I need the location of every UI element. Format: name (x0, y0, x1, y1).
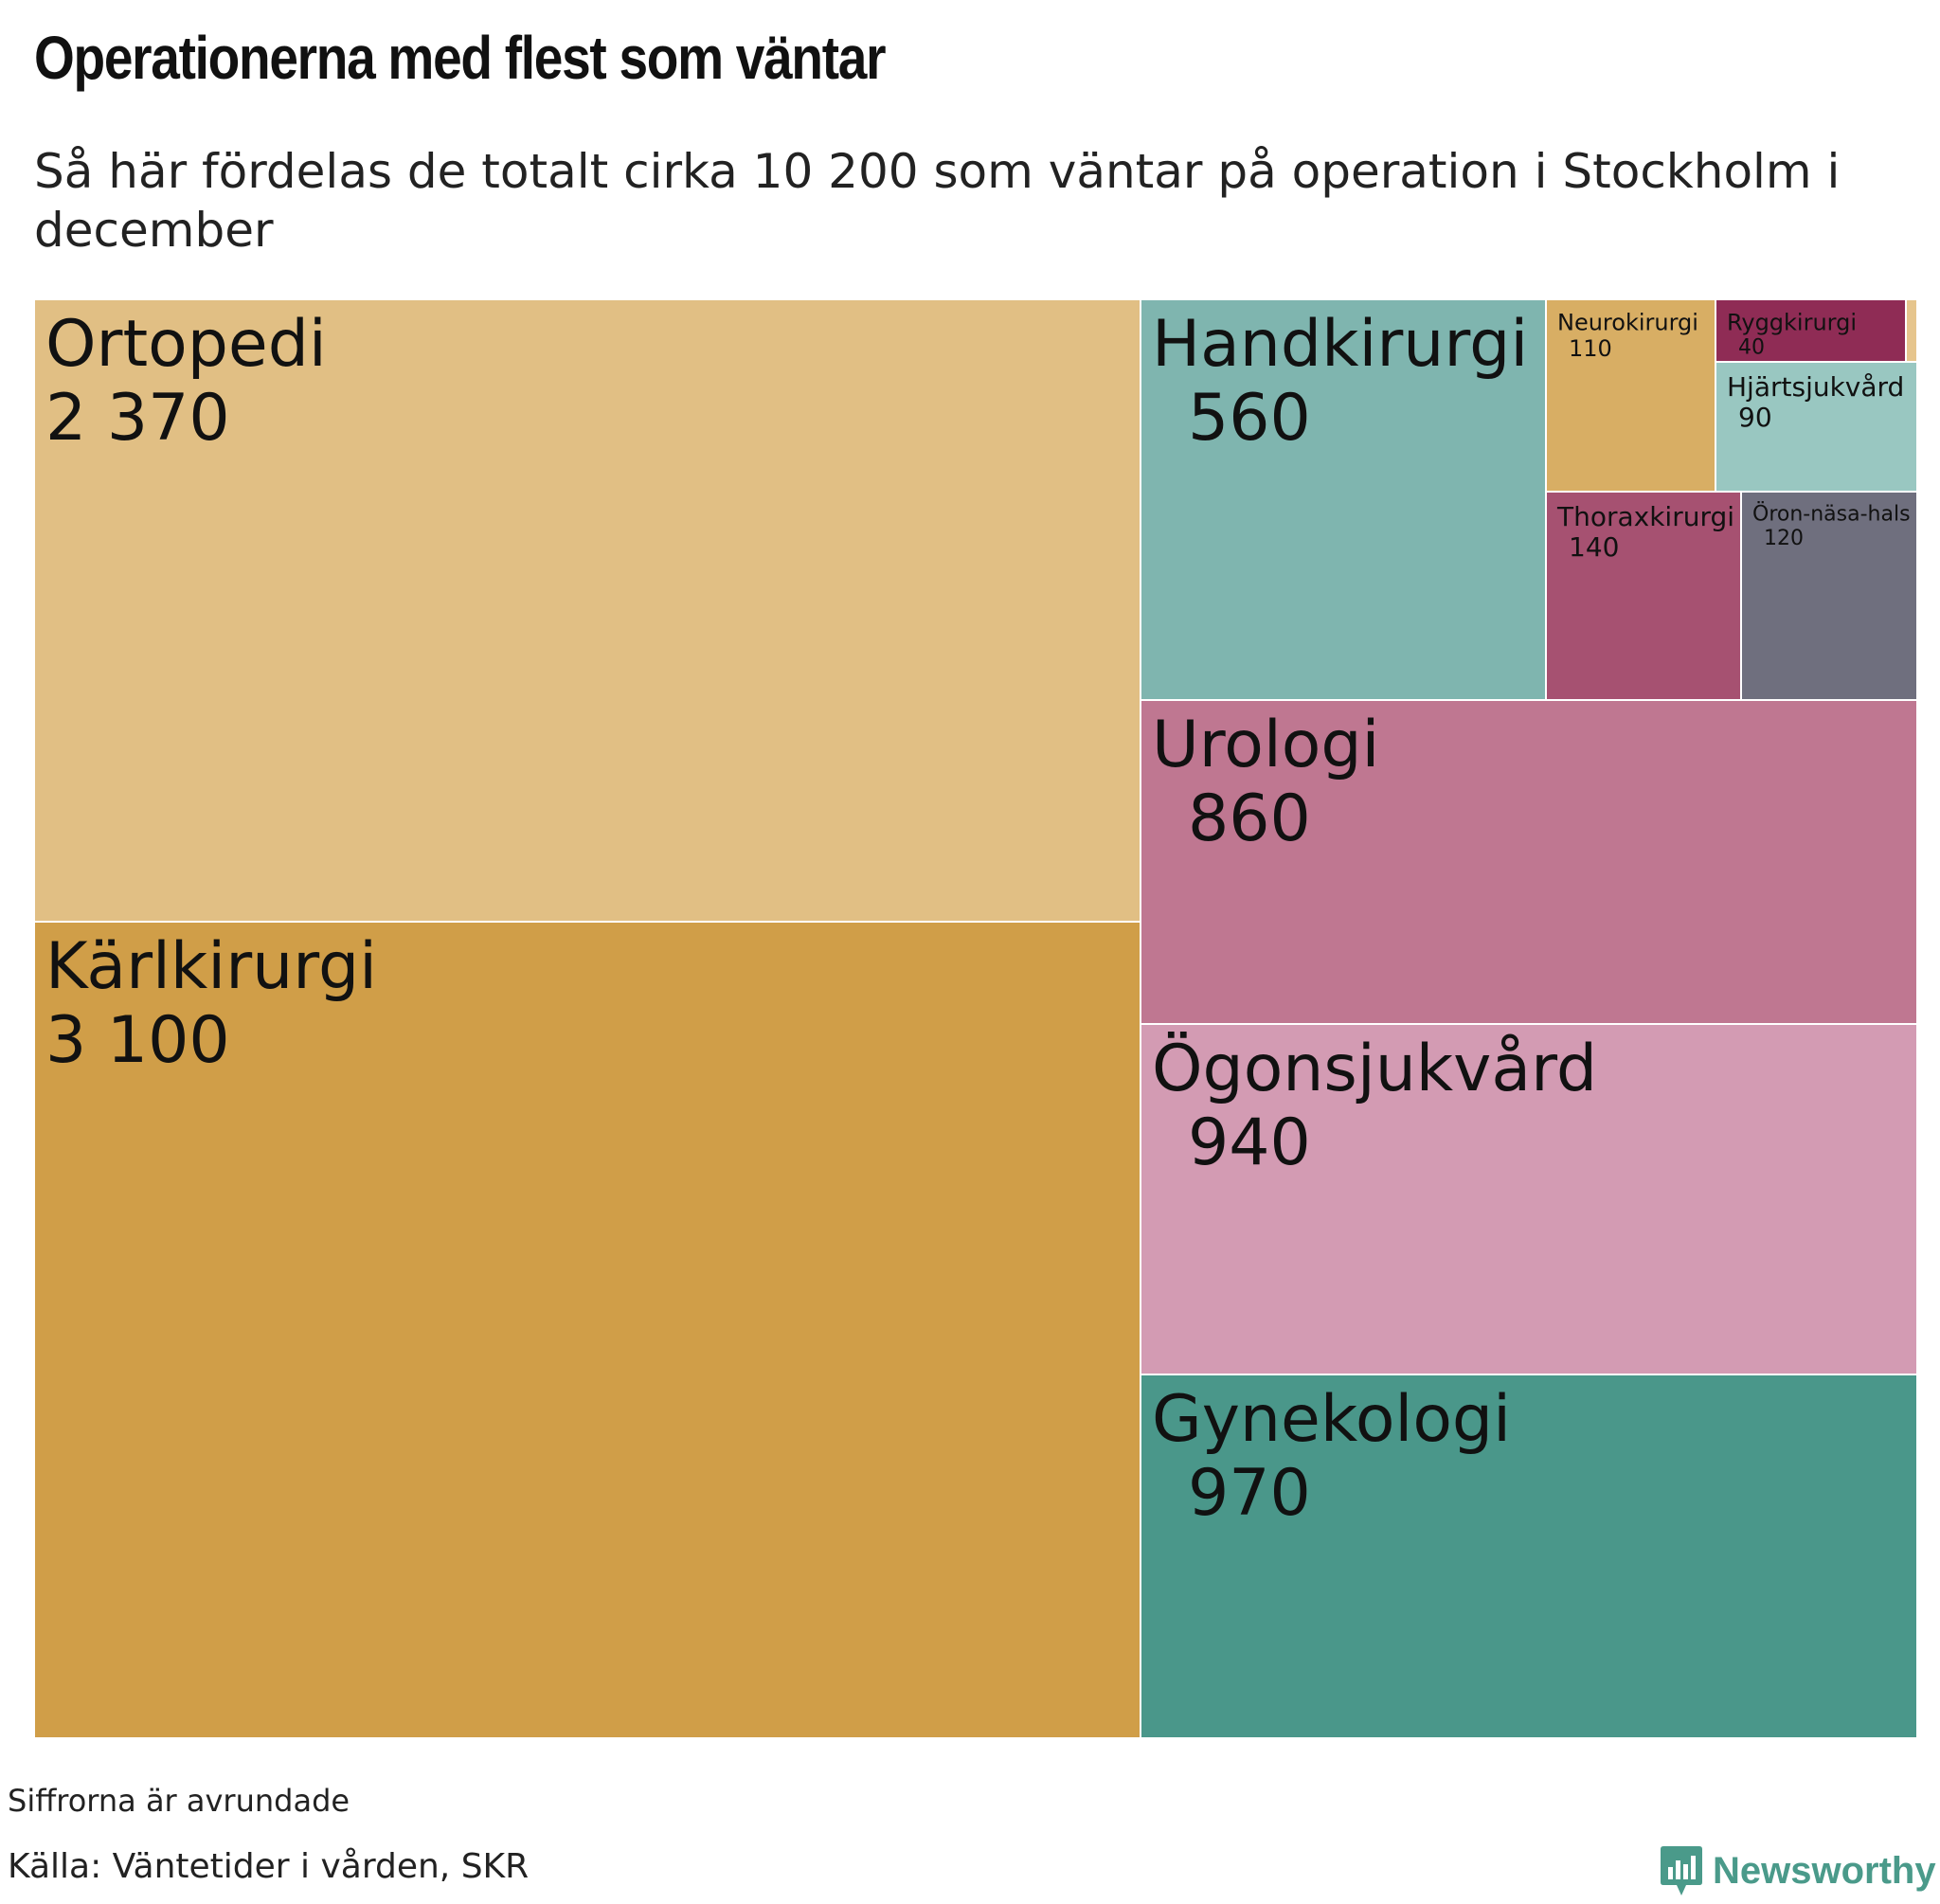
tile-value-handkirurgi: 560 (1188, 381, 1311, 456)
tile-oron-nasa-hals (1740, 491, 1918, 701)
tile-value-neurokirurgi: 110 (1569, 335, 1612, 362)
tile-karlkirurgi (33, 921, 1141, 1739)
tile-value-ryggkirurgi: 40 (1738, 336, 1765, 360)
tile-ogonsjukvard (1140, 1023, 1918, 1375)
tile-label-ogonsjukvard: Ögonsjukvård (1152, 1032, 1597, 1106)
tile-label-ortopedi: Ortopedi (45, 307, 327, 382)
tile-label-karlkirurgi: Kärlkirurgi (45, 929, 377, 1004)
tile-label-hjartsjukvard: Hjärtsjukvård (1727, 371, 1904, 403)
tile-value-hjartsjukvard: 90 (1738, 402, 1772, 433)
tile-gynekologi (1140, 1374, 1918, 1739)
rounding-note: Siffrorna är avrundade (8, 1783, 350, 1819)
brand-name: Newsworthy (1713, 1849, 1936, 1892)
tile-hjartsjukvard (1715, 361, 1918, 493)
tile-label-neurokirurgi: Neurokirurgi (1557, 309, 1698, 335)
source-note: Källa: Väntetider i vården, SKR (8, 1847, 530, 1886)
tile-label-thoraxkirurgi: Thoraxkirurgi (1556, 501, 1734, 532)
tile-value-karlkirurgi: 3 100 (45, 1003, 230, 1078)
tile-label-oron-nasa-hals: Öron-näsa-hals (1752, 502, 1911, 527)
newsworthy-logo-icon (1661, 1846, 1702, 1895)
tile-value-urologi: 860 (1188, 781, 1311, 856)
tile-unlabeled (1905, 298, 1918, 363)
tile-label-urologi: Urologi (1152, 708, 1379, 782)
tile-label-handkirurgi: Handkirurgi (1152, 307, 1528, 382)
tile-value-gynekologi: 970 (1188, 1456, 1311, 1531)
brand-logo: Newsworthy (1660, 1838, 1936, 1904)
tile-label-ryggkirurgi: Ryggkirurgi (1727, 309, 1857, 335)
tile-value-ogonsjukvard: 940 (1188, 1105, 1311, 1180)
tile-value-ortopedi: 2 370 (45, 381, 230, 456)
chart-title: Operationerna med flest som väntar (34, 24, 887, 92)
tile-value-thoraxkirurgi: 140 (1569, 531, 1619, 563)
tile-urologi (1140, 699, 1918, 1025)
tile-label-gynekologi: Gynekologi (1152, 1382, 1511, 1457)
chart-subtitle: Så här fördelas de totalt cirka 10 200 s… (34, 144, 1841, 258)
tile-value-oron-nasa-hals: 120 (1764, 527, 1804, 550)
tile-thoraxkirurgi (1545, 491, 1742, 701)
